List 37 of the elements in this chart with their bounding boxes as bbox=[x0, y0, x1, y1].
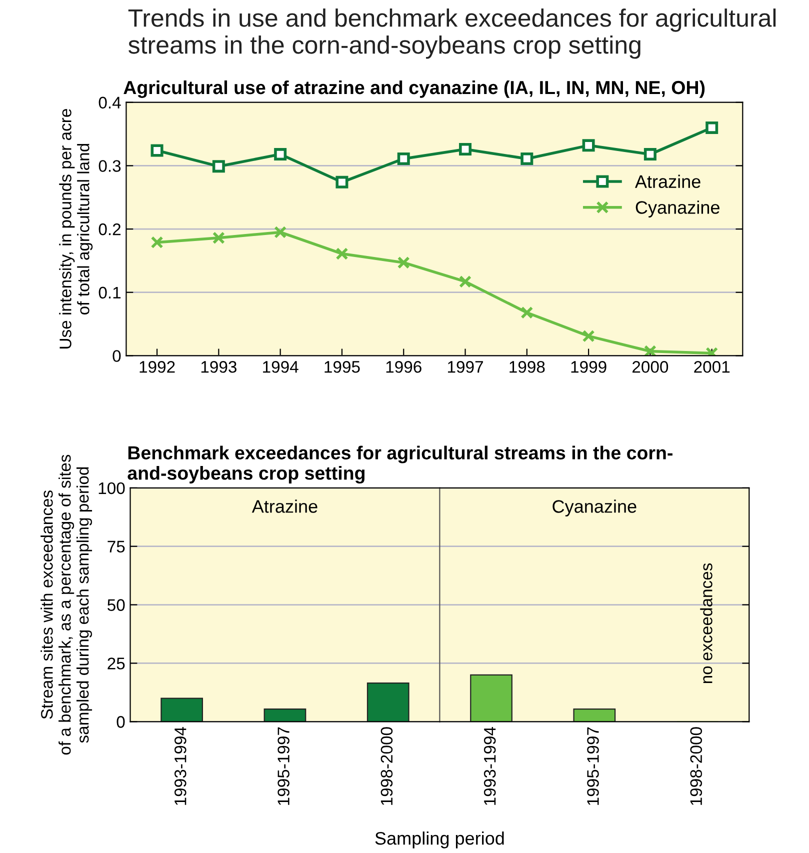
legend-label: Atrazine bbox=[634, 174, 700, 188]
x-tick-label: 1995-1997 bbox=[587, 727, 599, 805]
y-tick-label: 100 bbox=[98, 482, 125, 494]
annotation: Cyanazine bbox=[552, 500, 636, 516]
x-tick-label: 1998-2000 bbox=[380, 727, 393, 805]
x-tick-label: 1996 bbox=[386, 361, 422, 373]
x-tick-label: 1998 bbox=[510, 361, 545, 373]
y-tick-label: 0.2 bbox=[98, 223, 121, 236]
y-tick-label: 0.3 bbox=[98, 160, 121, 172]
legend-label: Cyanazine bbox=[636, 200, 720, 218]
x-tick-label: 1993-1994 bbox=[484, 726, 496, 805]
annotation: no exceedances bbox=[700, 563, 712, 684]
y-tick-label: 25 bbox=[108, 658, 125, 670]
y-tick-label: 0 bbox=[116, 716, 125, 728]
chart-title: Trends in use and benchmark exceedances for agricultural streams in the corn-and-soybeans crop setting bbox=[128, 8, 776, 59]
x-tick-label: 1997 bbox=[448, 361, 483, 373]
x-tick-label: 1998-2000 bbox=[690, 727, 702, 805]
x-tick-label: 1993-1994 bbox=[174, 726, 186, 805]
x-tick-label: 1995 bbox=[324, 361, 360, 373]
y-tick-label: 0 bbox=[112, 350, 121, 362]
x-tick-label: 1994 bbox=[263, 361, 298, 373]
y-tick-label: 75 bbox=[108, 540, 125, 553]
y-tick-label: 0.4 bbox=[98, 96, 121, 109]
y-tick-label: 50 bbox=[108, 599, 125, 611]
x-tick-label: 1992 bbox=[140, 361, 175, 373]
x-tick-label: 1995-1997 bbox=[278, 727, 290, 805]
x-axis-title: Sampling period bbox=[375, 831, 504, 848]
y-axis-title: Stream sites with exceedances of a benchmark, as a percentage of sites sampled during each sampling period bbox=[40, 454, 92, 755]
x-tick-label: 2000 bbox=[632, 361, 668, 373]
y-axis-title: Use intensity, in pounds per acre of total agricultural land bbox=[59, 109, 93, 348]
chart-title: Benchmark exceedances for agricultural streams in the corn- and-soybeans crop setting bbox=[128, 446, 672, 484]
annotation: Atrazine bbox=[252, 500, 318, 513]
x-tick-label: 1999 bbox=[571, 361, 606, 373]
y-tick-label: 0.1 bbox=[98, 286, 121, 299]
x-tick-label: 1993 bbox=[201, 361, 236, 373]
x-tick-label: 2001 bbox=[694, 361, 730, 373]
chart-subtitle: Agricultural use of atrazine and cyanazine (IA, IL, IN, MN, NE, OH) bbox=[124, 80, 705, 98]
